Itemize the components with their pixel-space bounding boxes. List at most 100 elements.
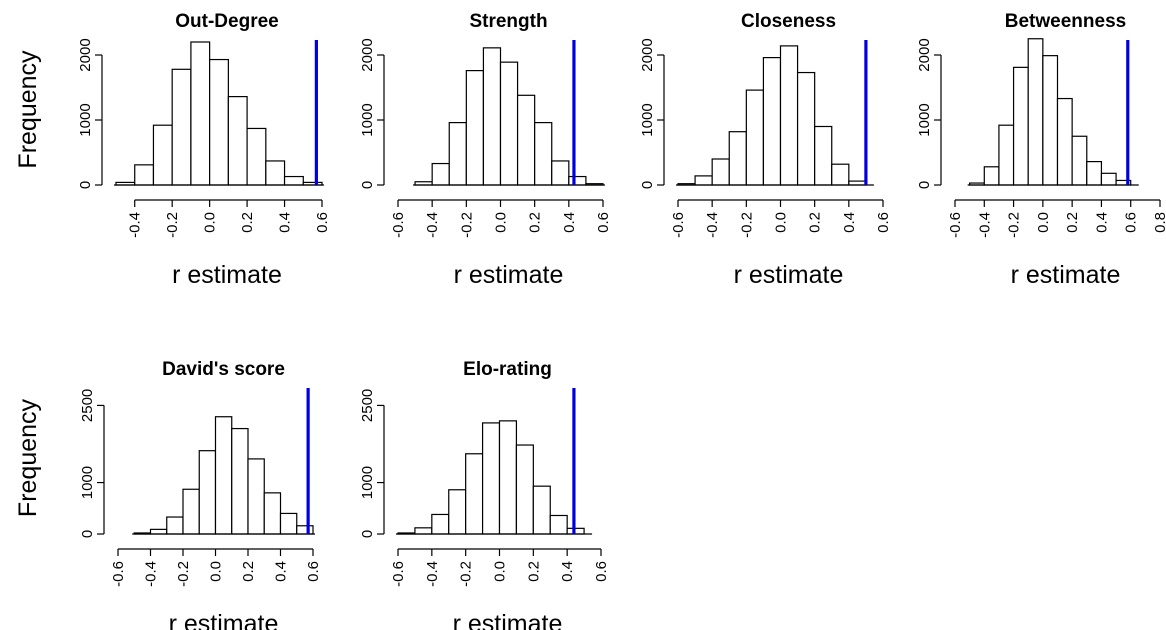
histogram-bar — [166, 516, 184, 535]
histogram-bar — [499, 61, 519, 186]
x-tick-label: -0.4 — [424, 212, 441, 238]
x-tick-label: -0.4 — [143, 561, 160, 587]
x-tick-label: -0.2 — [738, 212, 755, 238]
histogram-bar — [209, 58, 229, 186]
y-tick-label: 2500 — [359, 389, 376, 422]
y-tick-label: 0 — [639, 181, 656, 189]
y-tick-label: 0 — [359, 181, 376, 189]
x-tick-label: -0.2 — [164, 212, 181, 238]
y-tick-label: 1000 — [359, 103, 376, 136]
x-tick-label: 0.2 — [1064, 212, 1081, 233]
x-tick-label: 0.4 — [559, 561, 576, 582]
x-tick-label: 0.2 — [525, 561, 542, 582]
panel-title: Closeness — [741, 11, 836, 32]
histogram-bar — [149, 528, 168, 535]
histogram-bar — [134, 164, 155, 186]
x-tick-label: 0.2 — [239, 212, 256, 233]
histogram-bar — [779, 45, 799, 186]
x-tick-label: -0.6 — [947, 212, 964, 238]
y-axis-label: Frequency — [14, 398, 42, 517]
histogram-bar — [516, 94, 536, 186]
histogram-bar — [247, 458, 265, 535]
x-axis-label: r estimate — [169, 610, 279, 630]
panel-title: Out-Degree — [175, 11, 278, 32]
panel-3: -0.6 -0.4 -0.2 0.0 0.2 0.4 0.6 0 1000 2000 Closene… — [639, 11, 892, 289]
histogram-bar — [465, 453, 484, 535]
x-axis-label: r estimate — [1011, 261, 1121, 289]
histogram-bar — [694, 175, 713, 186]
y-tick-label: 1000 — [77, 103, 94, 136]
histogram-bar — [482, 47, 502, 186]
histogram-bar — [534, 121, 553, 186]
histogram-bar — [1042, 55, 1059, 186]
y-tick-label: 1000 — [359, 466, 376, 499]
histogram-bar — [431, 513, 450, 535]
histogram-bar — [182, 488, 200, 535]
y-tick-label: 1000 — [639, 103, 656, 136]
histogram-bar — [814, 125, 833, 186]
y-tick-label: 0 — [359, 530, 376, 538]
panel-title: David's score — [162, 359, 285, 380]
x-tick-label: 0.6 — [1123, 212, 1140, 233]
histogram-bar — [171, 68, 192, 186]
histogram-bar — [465, 69, 485, 186]
histogram-bar — [796, 71, 816, 186]
histogram-bar — [1027, 38, 1044, 186]
histogram-bar — [414, 527, 433, 535]
y-axis-label: Frequency — [14, 50, 42, 169]
x-tick-label: 0.0 — [492, 561, 509, 582]
x-tick-label: -0.4 — [704, 212, 721, 238]
x-axis-label: r estimate — [454, 261, 564, 289]
histogram-bar — [998, 124, 1015, 186]
x-tick-label: 0.6 — [595, 212, 612, 233]
panel-title: Elo-rating — [463, 359, 552, 380]
panel-title: Betweenness — [1005, 11, 1126, 32]
x-tick-label: 0.4 — [273, 561, 290, 582]
histogram-bar — [831, 163, 850, 186]
x-tick-label: 0.2 — [527, 212, 544, 233]
histogram-bar — [279, 512, 298, 535]
x-tick-label: 0.0 — [1035, 212, 1052, 233]
x-tick-label: 0.0 — [493, 212, 510, 233]
x-tick-label: 0.0 — [208, 561, 225, 582]
x-tick-label: 0.2 — [240, 561, 257, 582]
histogram-bar — [263, 492, 282, 535]
y-tick-label: 1000 — [916, 103, 933, 136]
panel-4: -0.6 -0.4 -0.2 0.0 0.2 0.4 0.6 0.8 0 1000 2000 Betw… — [916, 11, 1166, 289]
x-axis-label: r estimate — [172, 261, 282, 289]
histogram-bar — [515, 444, 534, 535]
histogram-bar — [190, 41, 211, 186]
histogram-bar — [566, 527, 585, 535]
y-tick-label: 2000 — [916, 38, 933, 71]
x-tick-label: 0.4 — [841, 212, 858, 233]
x-tick-label: 0.8 — [1152, 212, 1166, 233]
histogram-bar — [711, 158, 730, 186]
x-tick-label: 0.0 — [773, 212, 790, 233]
x-tick-label: 0.4 — [561, 212, 578, 233]
histogram-bar — [745, 89, 765, 186]
histogram-bar — [448, 489, 467, 535]
histogram-bar — [568, 175, 587, 186]
histogram-bar — [551, 160, 570, 186]
histogram-bar — [1012, 66, 1029, 186]
histogram-bar — [227, 95, 248, 186]
x-tick-label: -0.6 — [390, 561, 407, 587]
panel-title: Strength — [469, 11, 547, 32]
x-tick-label: 0.4 — [277, 212, 294, 233]
histogram-bar — [246, 127, 267, 186]
x-tick-label: -0.4 — [127, 212, 144, 238]
y-tick-label: 0 — [77, 181, 94, 189]
histogram-bar — [532, 485, 551, 535]
y-tick-label: 0 — [79, 530, 96, 538]
x-tick-label: -0.2 — [458, 212, 475, 238]
x-tick-label: 0.4 — [1093, 212, 1110, 233]
histogram-bar — [1071, 135, 1088, 186]
x-tick-label: -0.6 — [390, 212, 407, 238]
histogram-bar — [728, 131, 747, 186]
x-axis-label: r estimate — [734, 261, 844, 289]
panel-6: -0.6 -0.4 -0.2 0.0 0.2 0.4 0.6 0 1000 2500 Elo-rat… — [359, 359, 610, 630]
histogram-bar — [762, 56, 782, 186]
histogram-bar — [1086, 161, 1103, 186]
histogram-bar — [481, 422, 501, 535]
